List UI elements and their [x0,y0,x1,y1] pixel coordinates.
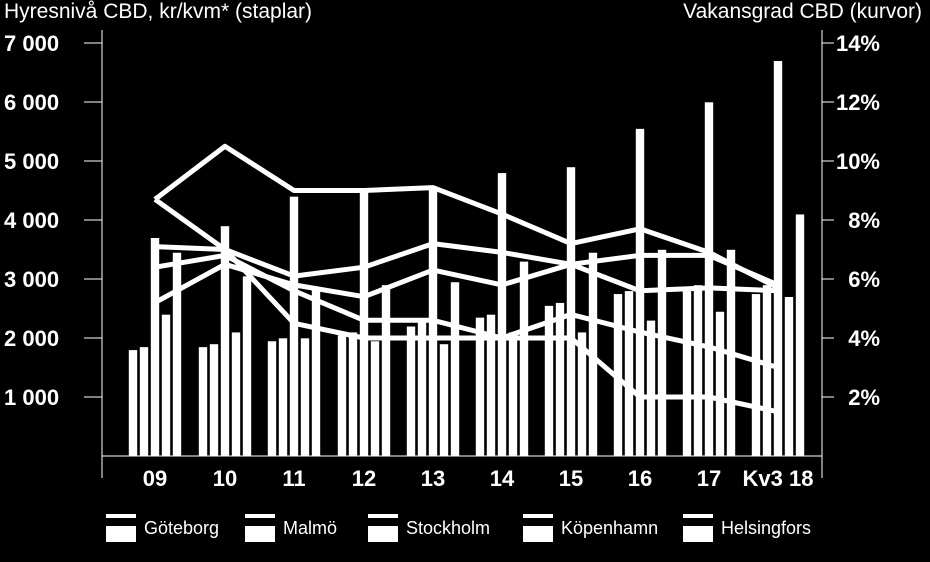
y-right-tick-label: 2% [848,385,880,410]
bar-goteborg [544,305,554,457]
bar-helsingfors [242,275,252,457]
bar-kopenhamn [300,337,310,457]
x-tick-label: 12 [352,466,376,491]
x-tick-label: 13 [421,466,445,491]
bar-helsingfors [450,281,460,457]
lines-layer [153,143,780,415]
x-tick-label: 16 [628,466,652,491]
x-tick-label: 09 [143,466,167,491]
bar-helsingfors [381,284,391,457]
bar-goteborg [751,293,761,457]
bar-malmo [417,319,427,457]
bar-goteborg [406,325,416,457]
y-left-tick-label: 2 000 [4,326,59,351]
bar-malmo [139,346,149,457]
bar-helsingfors [519,260,529,457]
bar-stockholm [566,166,576,457]
bar-kopenhamn [508,331,518,457]
bar-kopenhamn [161,314,171,457]
bar-kopenhamn [370,340,380,457]
y-right-tick-label: 8% [848,208,880,233]
y-right-tick-label: 14% [836,31,880,56]
bar-malmo [278,337,288,457]
axes-layer: 7 000 6 000 5 000 4 000 3 000 2 000 1 000 14% 12… [4,30,880,491]
bar-goteborg [337,334,347,457]
legend-label: Köpenhamn [561,518,659,538]
y-right-tick-label: 6% [848,267,880,292]
y-left-tick-label: 1 000 [4,385,59,410]
bar-goteborg [682,290,692,457]
legend-symbol [683,514,713,542]
y-left-tick-label: 6 000 [4,90,59,115]
bar-stockholm [359,190,369,457]
bar-stockholm [150,237,160,457]
x-tick-label: 15 [559,466,583,491]
legend-symbol [106,514,136,542]
bar-kopenhamn [715,311,725,457]
x-tick-label: Kv3 18 [743,466,814,491]
y-right-tick-label: 12% [836,90,880,115]
y-right-tick-label: 10% [836,149,880,174]
legend-symbol [523,514,553,542]
y-left-tick-label: 3 000 [4,267,59,292]
bar-goteborg [267,340,277,457]
right-axis-title: Vakansgrad CBD (kurvor) [683,0,922,23]
bar-helsingfors [657,249,667,457]
left-axis-title: Hyresnivå CBD, kr/kvm* (staplar) [4,0,313,23]
bar-malmo [348,331,358,457]
y-left-tick-label: 4 000 [4,208,59,233]
bar-malmo [624,290,634,457]
bar-kopenhamn [646,319,656,457]
bar-goteborg [128,349,138,457]
bar-helsingfors [311,287,321,457]
line-helsingfors [154,241,779,288]
legend-label: Helsingfors [721,518,812,538]
legend-symbol [245,514,275,542]
legend-label: Stockholm [406,518,491,538]
y-left-tick-label: 5 000 [4,149,59,174]
legend-label: Malmö [283,518,338,538]
bar-malmo [555,302,565,457]
bar-helsingfors [795,213,805,457]
bar-malmo [762,284,772,457]
y-left-tick-label: 7 000 [4,31,59,56]
bar-kopenhamn [231,331,241,457]
x-tick-label: 17 [697,466,721,491]
bar-stockholm [704,101,714,457]
x-tick-label: 11 [282,466,305,491]
bar-kopenhamn [784,296,794,457]
bar-stockholm [220,225,230,457]
bar-helsingfors [172,252,182,457]
line-stockholm [153,143,780,291]
line-goteborg [153,197,779,415]
bar-kopenhamn [439,343,449,457]
bar-goteborg [198,346,208,457]
x-tick-label: 14 [490,466,515,491]
bar-stockholm [773,60,783,457]
legend-symbol [368,514,398,542]
y-right-tick-label: 4% [848,326,880,351]
bar-malmo [693,284,703,457]
x-tick-label: 10 [213,466,237,491]
bar-malmo [209,343,219,457]
legend-label: Göteborg [144,518,220,538]
line-kopenhamn [154,252,779,370]
legend: Göteborg Malmö Stockholm Köpenhamn Helsi… [0,508,930,548]
